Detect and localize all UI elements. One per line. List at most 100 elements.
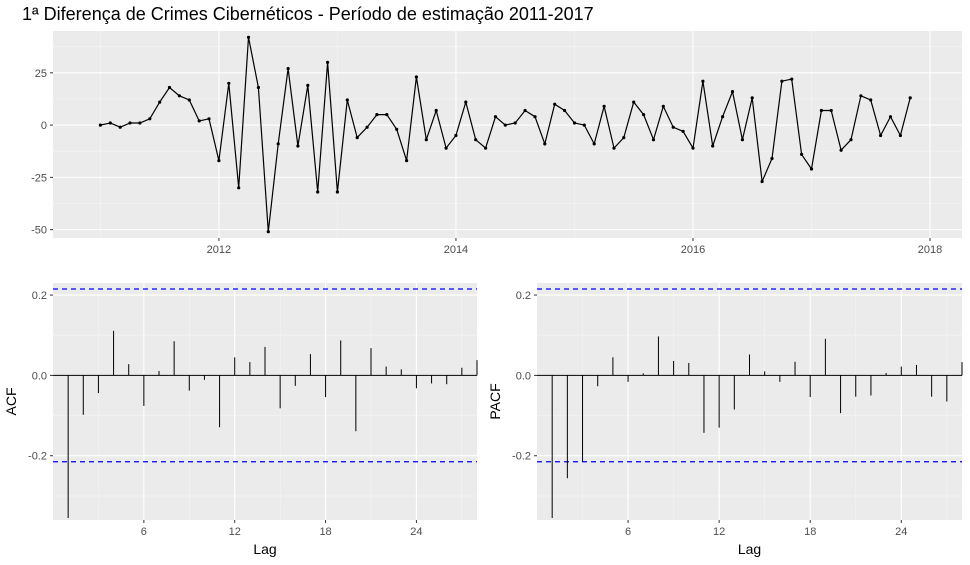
data-point xyxy=(622,136,626,140)
x-tick-label: 6 xyxy=(625,526,631,538)
data-point xyxy=(701,79,705,83)
data-point xyxy=(770,156,774,161)
data-point xyxy=(217,159,221,163)
data-point xyxy=(148,117,152,121)
plot-background xyxy=(537,283,962,520)
data-point xyxy=(246,35,251,39)
y-tick-label: -0.2 xyxy=(512,451,531,463)
data-point xyxy=(493,115,498,119)
y-tick-label: 25 xyxy=(35,68,47,80)
data-point xyxy=(464,100,468,104)
data-point xyxy=(108,121,112,125)
pacf-panel: 6 12 18 24 0.2 0.0 -0.2 Lag PACF xyxy=(487,283,963,557)
data-point xyxy=(513,121,517,125)
data-point xyxy=(582,123,586,127)
x-tick-label: 18 xyxy=(804,526,816,538)
data-point xyxy=(326,60,330,64)
data-point xyxy=(444,146,448,150)
data-point xyxy=(484,146,488,150)
x-axis-title: Lag xyxy=(738,541,761,557)
data-point xyxy=(138,121,142,125)
x-tick-label: 2014 xyxy=(444,244,468,256)
x-tick-label: 12 xyxy=(229,526,241,538)
data-point xyxy=(424,138,428,142)
data-point xyxy=(256,85,260,90)
data-point xyxy=(829,108,833,113)
data-point xyxy=(879,133,883,138)
x-axis-title: Lag xyxy=(253,541,276,557)
data-point xyxy=(859,94,863,98)
data-point xyxy=(790,77,794,81)
y-tick-label: 0.0 xyxy=(32,370,47,382)
data-point xyxy=(612,146,616,150)
y-tick-label: 0.2 xyxy=(32,290,47,302)
x-tick-label: 12 xyxy=(713,526,725,538)
data-point xyxy=(721,115,725,119)
data-point xyxy=(523,108,527,113)
data-point xyxy=(780,79,784,83)
y-tick-label: -0.2 xyxy=(28,451,47,463)
y-tick-label: 0 xyxy=(41,120,47,132)
data-point xyxy=(375,113,379,117)
plot-background xyxy=(53,283,477,520)
data-point xyxy=(572,121,577,125)
y-axis-title: ACF xyxy=(3,388,19,416)
data-point xyxy=(691,146,695,150)
data-point xyxy=(898,133,903,138)
data-point xyxy=(187,98,191,102)
data-point xyxy=(237,186,241,190)
data-point xyxy=(345,98,349,102)
y-tick-label: -50 xyxy=(31,225,47,237)
data-point xyxy=(355,136,359,140)
data-point xyxy=(286,67,290,71)
data-point xyxy=(711,144,715,148)
data-point xyxy=(750,96,754,100)
data-point xyxy=(809,167,814,171)
data-point xyxy=(167,85,172,90)
data-point xyxy=(642,113,646,117)
data-point xyxy=(306,83,310,87)
time-series-panel: 2012 2014 2016 2018 25 0 -25 -50 xyxy=(31,31,962,256)
data-point xyxy=(888,115,893,119)
x-tick-label: 2012 xyxy=(207,244,231,256)
x-tick-label: 24 xyxy=(895,526,907,538)
data-point xyxy=(414,75,418,79)
data-point xyxy=(454,133,458,138)
data-point xyxy=(849,138,853,142)
data-point xyxy=(365,125,369,129)
data-point xyxy=(800,152,804,156)
x-tick-label: 6 xyxy=(141,526,147,538)
acf-panel: 6 12 18 24 0.2 0.0 -0.2 Lag ACF xyxy=(3,283,478,557)
data-point xyxy=(632,100,636,104)
data-point xyxy=(730,90,735,94)
data-point xyxy=(276,142,280,146)
data-point xyxy=(553,102,557,106)
data-point xyxy=(177,94,181,98)
x-tick-label: 2018 xyxy=(918,244,942,256)
data-point xyxy=(563,108,567,113)
y-tick-label: -25 xyxy=(31,172,47,184)
data-point xyxy=(335,190,339,194)
data-point xyxy=(395,127,399,131)
data-point xyxy=(533,115,537,119)
plot-background xyxy=(53,31,962,238)
data-point xyxy=(266,230,270,234)
data-point xyxy=(405,159,409,163)
figure-title: 1ª Diferença de Crimes Cibernéticos - Pe… xyxy=(22,4,594,24)
y-axis-title: PACF xyxy=(487,383,503,419)
data-point xyxy=(602,104,606,108)
data-point xyxy=(908,96,912,100)
data-point xyxy=(207,117,211,121)
data-point xyxy=(98,123,102,127)
data-point xyxy=(740,138,745,142)
data-point xyxy=(819,108,824,113)
data-point xyxy=(592,142,596,146)
data-point xyxy=(869,98,873,102)
data-point xyxy=(760,179,764,184)
data-point xyxy=(296,144,300,148)
x-tick-label: 18 xyxy=(319,526,331,538)
data-point xyxy=(128,121,132,125)
data-point xyxy=(661,104,665,108)
